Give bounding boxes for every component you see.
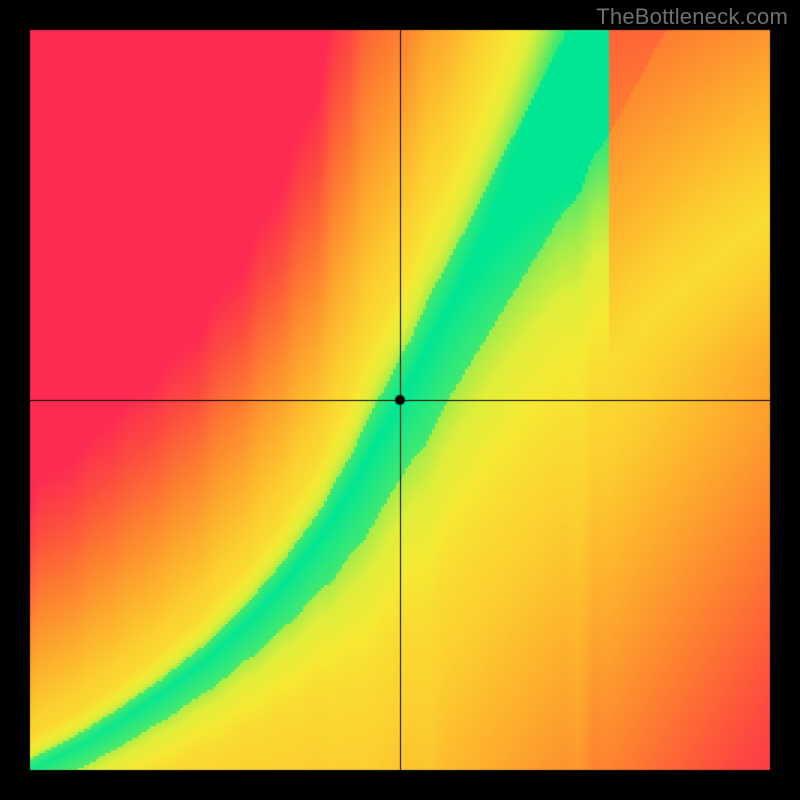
watermark-text: TheBottleneck.com bbox=[596, 4, 788, 30]
chart-container: TheBottleneck.com bbox=[0, 0, 800, 800]
heatmap-canvas bbox=[0, 0, 800, 800]
